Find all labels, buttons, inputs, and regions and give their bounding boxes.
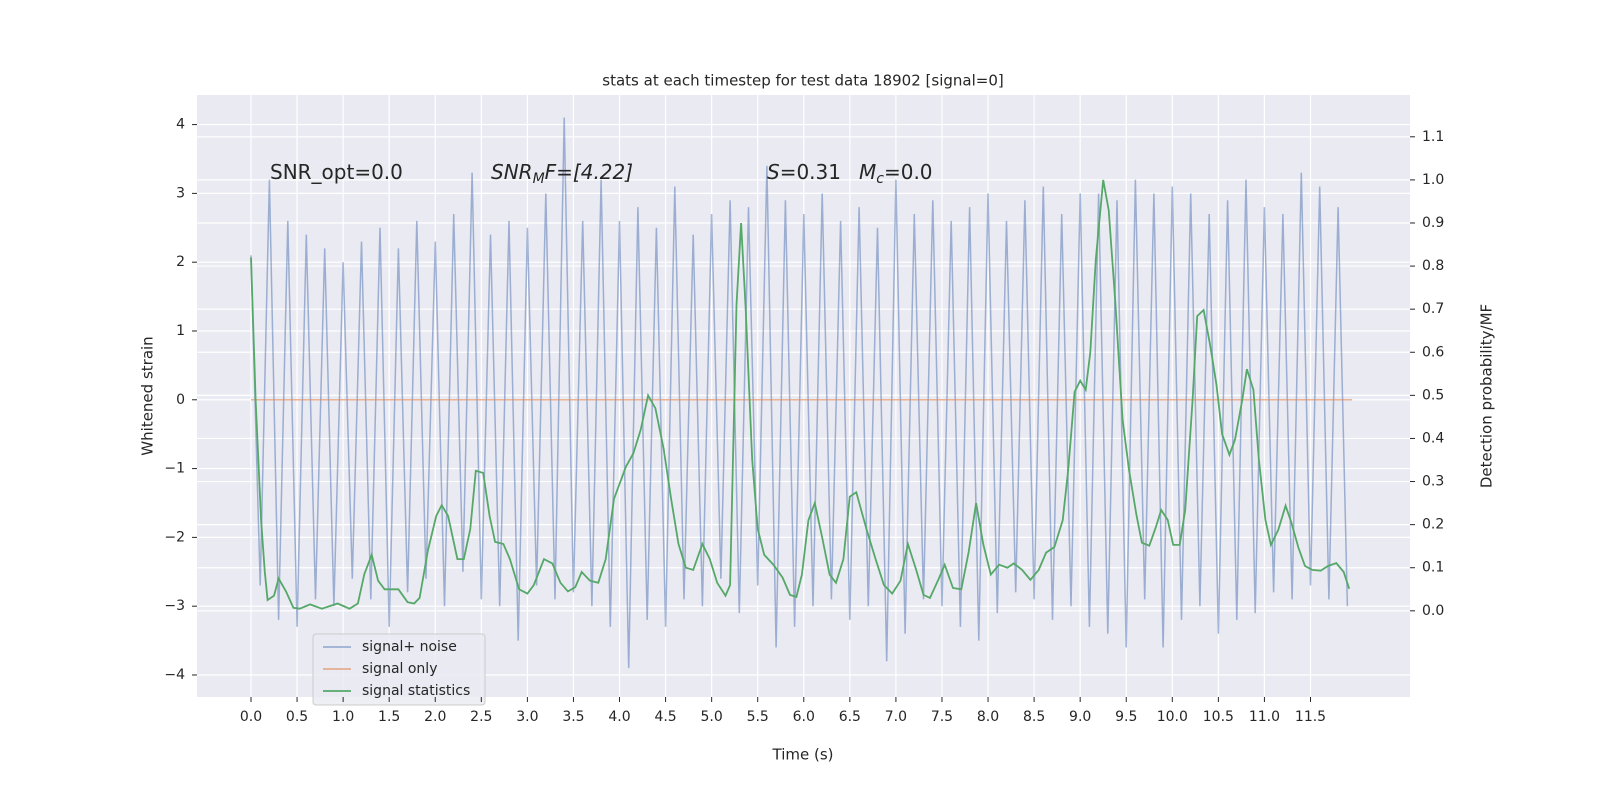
x-tick-label: 5.5: [747, 709, 769, 725]
x-tick-label: 10.5: [1203, 709, 1234, 725]
legend-label: signal only: [362, 661, 437, 677]
x-tick-label: 11.0: [1249, 709, 1280, 725]
x-axis-label: Time (s): [772, 746, 834, 764]
x-tick-label: 2.0: [424, 709, 446, 725]
x-tick-label: 3.0: [516, 709, 538, 725]
x-tick-label: 10.0: [1157, 709, 1188, 725]
y-tick-label: 2: [176, 254, 185, 270]
legend-box: [312, 633, 486, 706]
y2-tick-label: 0.2: [1422, 517, 1444, 533]
y-tick-label: −3: [164, 598, 185, 614]
x-tick-label: 5.0: [701, 709, 723, 725]
series-line: [250, 117, 1349, 669]
legend-label: signal statistics: [362, 683, 470, 699]
x-tick-label: 4.5: [654, 709, 676, 725]
annotation-text: F=[4.22]: [545, 160, 633, 184]
legend-label: signal+ noise: [362, 639, 457, 655]
y2-tick-label: 0.0: [1422, 603, 1444, 619]
x-tick-label: 1.0: [332, 709, 354, 725]
annotation-text: =0.0: [884, 160, 933, 184]
x-tick-label: 6.0: [793, 709, 815, 725]
annotation-italic: SNR: [491, 160, 533, 184]
x-tick-label: 8.0: [977, 709, 999, 725]
series-line: [250, 179, 1351, 610]
x-tick-label: 1.5: [378, 709, 400, 725]
annotation: S=0.31: [767, 160, 841, 184]
y2-tick-label: 0.1: [1422, 560, 1444, 576]
y2-tick-label: 1.1: [1422, 129, 1444, 145]
y-axis-label: Whitened strain: [139, 336, 157, 455]
chart-title: stats at each timestep for test data 189…: [602, 72, 1003, 90]
x-tick-label: 2.5: [470, 709, 492, 725]
annotation-italic: M: [859, 160, 876, 184]
annotation-text: SNR_opt=0.0: [270, 160, 403, 184]
marks: [250, 117, 1352, 669]
x-tick-label: 0.5: [286, 709, 308, 725]
annotation-sub: M: [533, 171, 545, 187]
x-tick-label: 9.5: [1115, 709, 1137, 725]
x-tick-label: 9.0: [1069, 709, 1091, 725]
annotation: SNR_opt=0.0: [270, 160, 403, 184]
y2-tick-label: 0.3: [1422, 474, 1444, 490]
y-tick-label: −4: [164, 667, 185, 683]
y2-axis-label: Detection probability/MF: [1478, 304, 1496, 488]
x-tick-label: 7.0: [885, 709, 907, 725]
legend: signal+ noise signal only signal statistic…: [312, 633, 486, 706]
x-tick-label: 3.5: [562, 709, 584, 725]
annotations: SNR_opt=0.0 SNRMF=[4.22] S=0.31 Mc=0.0: [270, 160, 933, 188]
x-tick-label: 8.5: [1023, 709, 1045, 725]
y2-tick-label: 0.8: [1422, 258, 1444, 274]
x-tick-label: 11.5: [1295, 709, 1326, 725]
annotation: Mc=0.0: [859, 160, 933, 188]
y2-tick-label: 0.7: [1422, 301, 1444, 317]
y2-tick-label: 1.0: [1422, 172, 1444, 188]
annotation-italic: S: [767, 160, 780, 184]
x-tick-label: 6.5: [839, 709, 861, 725]
y2-tick-label: 0.5: [1422, 387, 1444, 403]
x-tick-label: 0.0: [240, 709, 262, 725]
y2-tick-label: 0.6: [1422, 344, 1444, 360]
annotation-text: =0.31: [780, 160, 841, 184]
y2-tick-label: 0.4: [1422, 430, 1444, 446]
y2-tick-label: 0.9: [1422, 215, 1444, 231]
y-tick-label: 4: [176, 117, 185, 133]
y-tick-label: −1: [164, 461, 185, 477]
y-tick-label: 3: [176, 185, 185, 201]
y-tick-label: 0: [176, 392, 185, 408]
x-tick-label: 7.5: [931, 709, 953, 725]
annotation: SNRMF=[4.22]: [491, 160, 633, 188]
x-tick-label: 4.0: [608, 709, 630, 725]
y-tick-label: −2: [164, 529, 185, 545]
annotation-sub: c: [876, 171, 884, 187]
y-tick-label: 1: [176, 323, 185, 339]
